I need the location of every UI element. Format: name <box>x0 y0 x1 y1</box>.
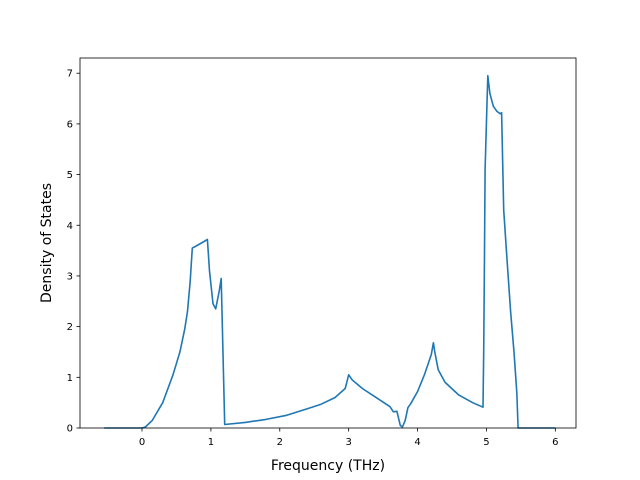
series-layer <box>104 74 556 429</box>
x-tick-label: 2 <box>277 437 283 448</box>
x-tick-label: 1 <box>208 437 214 448</box>
series-line <box>104 74 556 429</box>
x-tick-label: 4 <box>414 437 420 448</box>
y-tick-label: 4 <box>67 221 73 232</box>
x-tick-label: 3 <box>345 437 351 448</box>
x-tick-label: 6 <box>552 437 558 448</box>
y-tick-label: 1 <box>67 373 73 384</box>
x-axis-title: Frequency (THz) <box>271 458 385 474</box>
plot-frame <box>79 57 577 429</box>
y-tick-label: 3 <box>67 271 73 282</box>
x-tick-label: 0 <box>139 437 145 448</box>
x-axis-ticks: 0 1 2 3 4 5 6 <box>139 428 559 448</box>
y-tick-label: 7 <box>67 69 73 80</box>
y-tick-label: 6 <box>67 119 73 130</box>
y-axis-title: Density of States <box>39 183 55 303</box>
x-tick-label: 5 <box>483 437 489 448</box>
y-tick-label: 0 <box>67 424 73 435</box>
y-axis-ticks: 0 1 2 3 4 5 6 7 <box>67 69 80 435</box>
y-tick-label: 2 <box>67 322 73 333</box>
y-tick-label: 5 <box>67 170 73 181</box>
plot-background <box>80 58 576 428</box>
